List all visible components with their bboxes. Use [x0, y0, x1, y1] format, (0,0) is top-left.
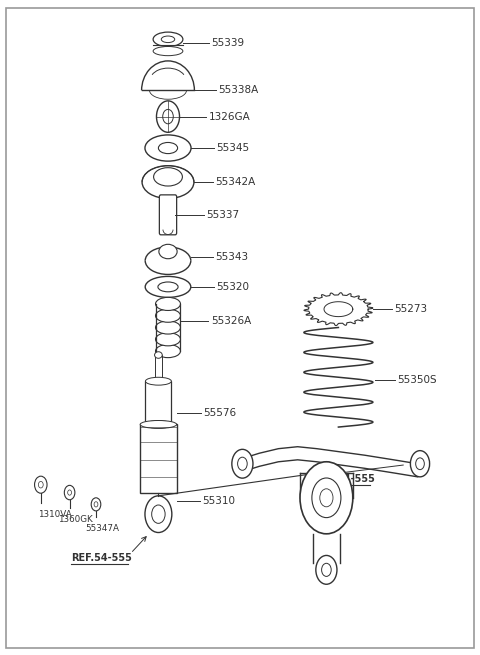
Ellipse shape: [159, 244, 177, 259]
Bar: [155, 355, 162, 381]
Circle shape: [145, 496, 172, 533]
Ellipse shape: [156, 345, 180, 358]
Text: 55342A: 55342A: [216, 177, 256, 187]
FancyBboxPatch shape: [159, 195, 177, 234]
Circle shape: [38, 481, 43, 488]
Bar: [140, 424, 177, 493]
Text: 1360GK: 1360GK: [58, 515, 92, 524]
Circle shape: [410, 451, 430, 477]
Ellipse shape: [145, 377, 171, 385]
Ellipse shape: [161, 36, 175, 43]
Text: 55339: 55339: [212, 37, 245, 48]
Ellipse shape: [145, 135, 191, 161]
Circle shape: [316, 555, 337, 584]
Ellipse shape: [156, 309, 180, 322]
Ellipse shape: [158, 282, 178, 292]
Ellipse shape: [145, 421, 171, 428]
Ellipse shape: [145, 247, 191, 274]
Circle shape: [152, 505, 165, 523]
Text: 55320: 55320: [216, 282, 250, 292]
Text: 55343: 55343: [215, 252, 248, 262]
Ellipse shape: [155, 352, 162, 358]
Ellipse shape: [153, 47, 183, 56]
Circle shape: [156, 101, 180, 132]
Text: 1326GA: 1326GA: [208, 111, 250, 122]
Ellipse shape: [156, 333, 180, 346]
Text: 55310: 55310: [202, 496, 235, 506]
Ellipse shape: [142, 166, 194, 198]
Ellipse shape: [153, 32, 183, 47]
Bar: [145, 381, 171, 424]
Text: 55345: 55345: [216, 143, 250, 153]
Circle shape: [91, 498, 101, 511]
Text: 55350S: 55350S: [397, 375, 437, 385]
Circle shape: [322, 563, 331, 576]
Ellipse shape: [156, 297, 180, 310]
Text: 55326A: 55326A: [211, 316, 251, 326]
Text: REF.54-555: REF.54-555: [71, 553, 132, 563]
Circle shape: [163, 109, 173, 124]
Text: 55337: 55337: [206, 210, 240, 220]
Circle shape: [312, 478, 341, 517]
Circle shape: [300, 462, 353, 534]
Text: REF.54-555: REF.54-555: [314, 474, 375, 485]
Ellipse shape: [158, 143, 178, 153]
Text: 55347A: 55347A: [85, 524, 120, 533]
Text: 55338A: 55338A: [218, 85, 259, 96]
Ellipse shape: [154, 168, 182, 186]
Circle shape: [68, 490, 72, 495]
Circle shape: [320, 489, 333, 507]
Circle shape: [232, 449, 253, 478]
Text: 55273: 55273: [395, 304, 428, 314]
Circle shape: [64, 485, 75, 500]
Text: 1310VA: 1310VA: [38, 510, 72, 519]
Circle shape: [416, 458, 424, 470]
Circle shape: [238, 457, 247, 470]
Ellipse shape: [140, 421, 177, 428]
Circle shape: [94, 502, 98, 507]
Text: 55576: 55576: [203, 407, 236, 418]
Circle shape: [35, 476, 47, 493]
Ellipse shape: [156, 321, 180, 334]
Ellipse shape: [145, 276, 191, 297]
